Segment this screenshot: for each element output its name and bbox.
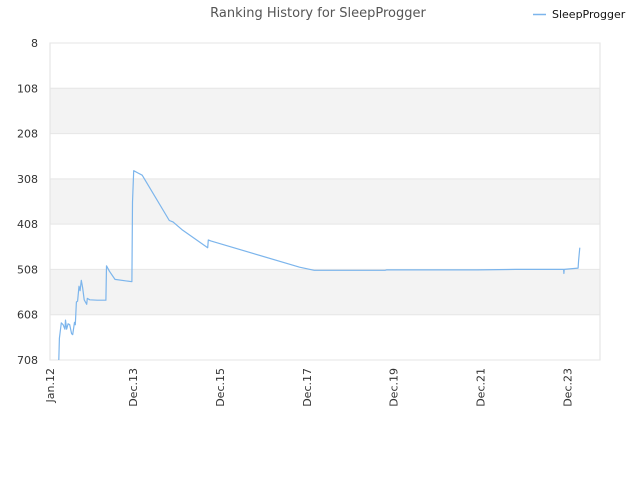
plot-bands — [50, 88, 600, 315]
y-tick-label: 608 — [17, 309, 38, 322]
x-tick-label: Jan.12 — [44, 368, 57, 403]
y-tick-label: 408 — [17, 218, 38, 231]
x-tick-label: Dec.19 — [388, 368, 401, 407]
y-tick-label: 108 — [17, 82, 38, 95]
y-tick-label: 8 — [31, 37, 38, 50]
chart-title: Ranking History for SleepProgger — [210, 6, 426, 21]
plot-band — [50, 88, 600, 134]
x-tick-label: Dec.13 — [127, 368, 140, 407]
x-tick-label: Dec.17 — [301, 368, 314, 407]
legend-label: SleepProgger — [552, 8, 626, 21]
gridlines — [50, 42, 600, 361]
y-tick-label: 308 — [17, 173, 38, 186]
x-tick-label: Dec.15 — [214, 368, 227, 407]
series-line — [58, 170, 581, 361]
y-axis-labels: 8 108 208 308 408 508 608 708 — [17, 37, 38, 367]
x-tick-label: Dec.23 — [561, 368, 574, 407]
series-group — [58, 170, 581, 361]
legend[interactable]: SleepProgger — [533, 8, 626, 21]
y-tick-label: 708 — [17, 354, 38, 367]
x-axis-labels: Jan.12 Dec.13 Dec.15 Dec.17 Dec.19 Dec.21 Dec.… — [44, 368, 574, 407]
x-tick-label: Dec.21 — [475, 368, 488, 407]
y-tick-label: 208 — [17, 128, 38, 141]
plot-band — [50, 269, 600, 315]
plot-band — [50, 178, 600, 225]
y-tick-label: 508 — [17, 263, 38, 276]
